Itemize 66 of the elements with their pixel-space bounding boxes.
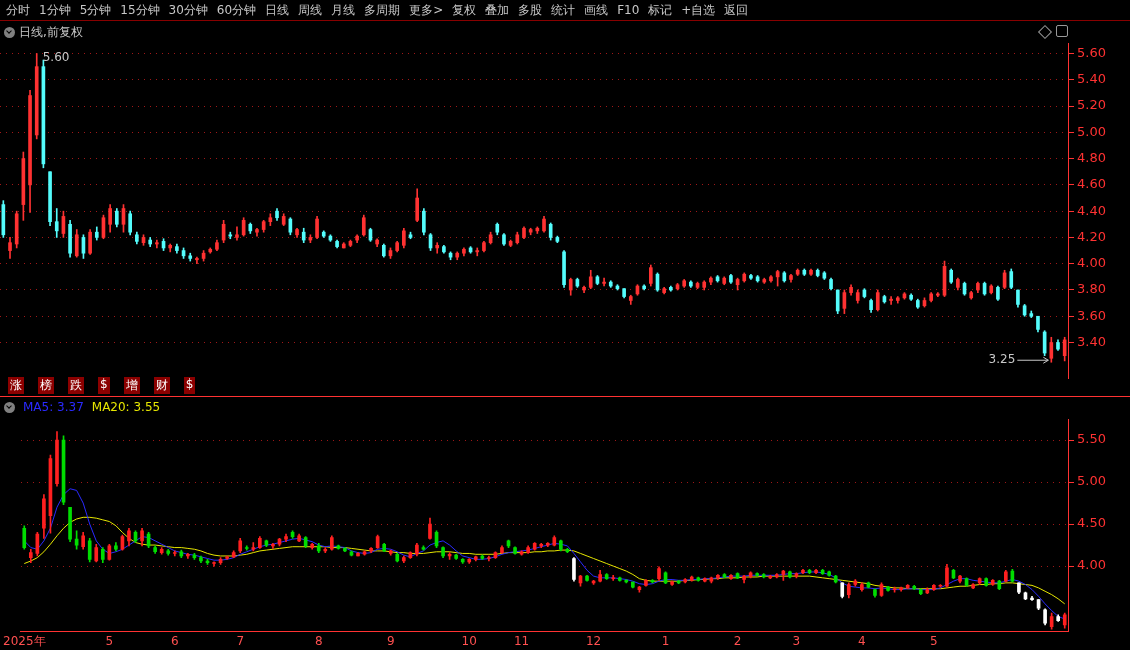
- text: 多周期: [364, 1, 401, 19]
- text: 返回: [724, 1, 749, 19]
- y-tick-label: 5.50: [1077, 431, 1106, 447]
- y-tick-label: 3.40: [1077, 333, 1106, 349]
- text: MA5: 3.37: [23, 400, 84, 414]
- candlestick: [801, 569, 805, 574]
- x-tick-label: 3: [792, 633, 801, 648]
- text: 叠加: [485, 1, 510, 19]
- x-tick-label: 1: [661, 633, 670, 648]
- x-tick-label: 2025年: [3, 633, 46, 648]
- text: 分时: [6, 1, 30, 19]
- y-tick-label: 5.60: [1077, 44, 1106, 60]
- text: 复权: [452, 1, 477, 19]
- candlestick: [997, 580, 1002, 590]
- x-tick-label: 5: [105, 633, 114, 648]
- text: 60分钟: [216, 1, 257, 19]
- x-tick-label: 11: [513, 633, 530, 648]
- text: 月线: [331, 1, 356, 19]
- y-tick-label: 4.80: [1077, 149, 1106, 165]
- text: 跌: [68, 377, 84, 394]
- y-tick-label: 4.00: [1077, 255, 1106, 271]
- y-tick-label: 4.50: [1077, 515, 1106, 531]
- annotation: 5.60: [42, 49, 70, 64]
- x-tick-label: 5: [930, 633, 938, 648]
- text: 30分钟: [168, 1, 208, 19]
- y-tick-label: 4.40: [1077, 202, 1106, 218]
- x-tick-label: 9: [386, 633, 395, 648]
- annotation: $: [98, 377, 110, 394]
- candlestick: [814, 569, 818, 574]
- y-tick-label: 4.60: [1077, 176, 1106, 192]
- y-tick-label: 3.60: [1077, 307, 1106, 323]
- text: 增: [123, 377, 140, 394]
- x-tick-label: 2: [733, 633, 742, 648]
- text: MA20: 3.55: [91, 400, 161, 414]
- text: 更多>: [409, 1, 444, 19]
- y-tick-label: 5.00: [1077, 123, 1106, 139]
- text: F10: [617, 3, 640, 17]
- y-tick-label: 4.20: [1077, 228, 1106, 244]
- annotation: 3.25: [988, 352, 1016, 367]
- text: 5分钟: [79, 1, 112, 19]
- text: 涨: [8, 377, 24, 394]
- annotation: $: [183, 377, 196, 394]
- text: 1分钟: [39, 1, 71, 19]
- x-tick-label: 6: [170, 633, 179, 648]
- text: +自选: [681, 1, 716, 19]
- chart-title: 日线,前复权: [19, 24, 83, 41]
- y-tick-label: 5.40: [1077, 71, 1106, 87]
- candlestick: [912, 585, 917, 590]
- y-tick-label: 5.20: [1077, 97, 1106, 113]
- text: 榜: [38, 377, 54, 394]
- x-tick-label: 12: [585, 633, 602, 648]
- x-tick-label: 10: [461, 633, 477, 648]
- x-tick-label: 8: [314, 633, 323, 648]
- text: 周线: [298, 1, 323, 19]
- x-tick-label: 4: [858, 633, 866, 648]
- text: 统计: [551, 1, 576, 19]
- text: 标记: [648, 1, 673, 19]
- text: 财: [153, 377, 170, 394]
- text: 多股: [518, 1, 543, 19]
- y-tick-label: 4.00: [1077, 557, 1106, 573]
- y-tick-label: 5.00: [1077, 473, 1106, 489]
- x-tick-label: 7: [236, 633, 245, 648]
- y-tick-label: 3.80: [1077, 281, 1106, 297]
- text: 日线: [265, 1, 290, 19]
- text: 15分钟: [120, 1, 160, 19]
- text: 画线: [584, 1, 609, 19]
